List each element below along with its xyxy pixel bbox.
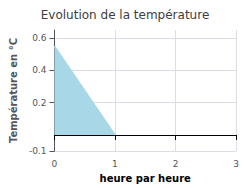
- svg-text:1: 1: [112, 159, 118, 169]
- svg-text:Evolution de la température: Evolution de la température: [41, 8, 210, 22]
- svg-text:0.4: 0.4: [32, 65, 47, 75]
- svg-text:Température en °C: Température en °C: [8, 38, 19, 143]
- svg-text:2: 2: [173, 159, 179, 169]
- svg-text:0: 0: [52, 159, 58, 169]
- svg-text:3: 3: [233, 159, 239, 169]
- svg-text:0.6: 0.6: [32, 33, 47, 43]
- svg-text:-0.1: -0.1: [29, 146, 47, 156]
- svg-text:heure par heure: heure par heure: [100, 173, 191, 184]
- svg-text:0.2: 0.2: [32, 98, 46, 108]
